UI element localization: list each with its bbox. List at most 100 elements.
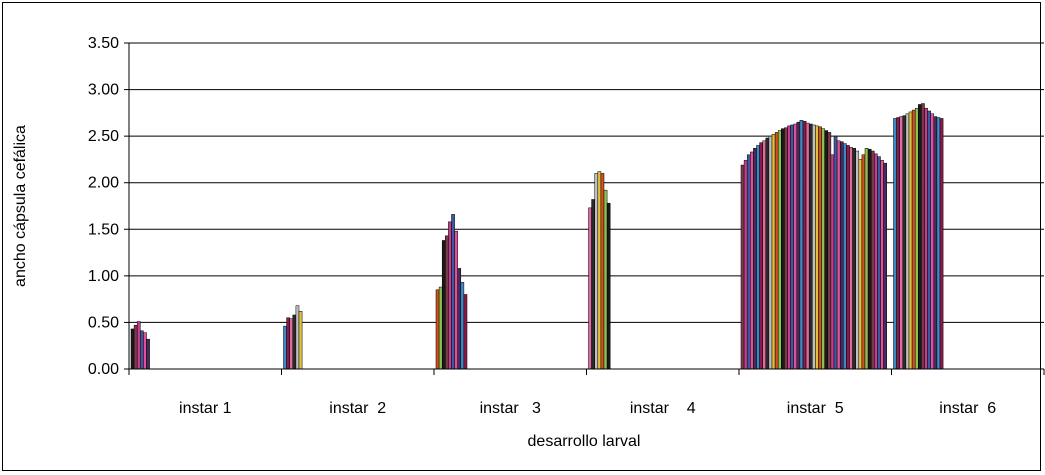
- bar: [914, 107, 919, 370]
- bar: [867, 148, 872, 370]
- x-tick-labels: instar 1 instar 2 instar 3 instar 4 instar 5…: [179, 400, 996, 417]
- bar: [289, 318, 294, 370]
- bar: [812, 124, 816, 370]
- bar: [600, 173, 605, 370]
- x-tick-label: instar 4: [630, 400, 696, 417]
- y-tick-label: 1.00: [88, 268, 119, 285]
- bar: [435, 289, 440, 370]
- y-tick-label: 2.50: [88, 128, 119, 145]
- bar: [858, 159, 863, 370]
- bar: [283, 325, 287, 370]
- bar: [908, 111, 913, 370]
- x-tick-label: instar 5: [787, 400, 844, 417]
- bar: [830, 154, 835, 370]
- axes: [124, 42, 1045, 375]
- bar: [591, 199, 595, 370]
- x-tick-label: instar 6: [939, 400, 996, 417]
- bar: [936, 117, 941, 370]
- bar: [606, 202, 611, 370]
- bar: [846, 145, 850, 370]
- bar: [933, 116, 938, 370]
- x-tick-label: instar 3: [480, 400, 541, 417]
- bar: [808, 123, 813, 370]
- bar: [874, 153, 878, 370]
- bar: [438, 286, 443, 370]
- bar: [441, 240, 446, 370]
- bar: [805, 122, 810, 370]
- bar: [133, 324, 138, 370]
- bar: [756, 145, 760, 370]
- bar: [787, 125, 791, 370]
- bar: [463, 294, 468, 370]
- bar: [799, 120, 804, 370]
- bar: [784, 127, 788, 370]
- bar: [796, 121, 801, 370]
- bar: [924, 107, 928, 370]
- bar: [883, 162, 887, 370]
- bar: [843, 143, 847, 370]
- bar: [597, 171, 602, 370]
- bar: [445, 235, 449, 370]
- bar: [781, 128, 785, 370]
- bar: [896, 117, 900, 370]
- x-axis-title: desarrollo larval: [528, 433, 641, 450]
- bar: [603, 189, 608, 370]
- bar: [821, 128, 825, 370]
- y-tick-labels: 0.00 0.50 1.00 1.50 2.00 2.50 3.00 3.50: [88, 35, 119, 378]
- bar: [905, 113, 910, 370]
- bar: [295, 305, 300, 370]
- y-tick-label: 1.50: [88, 221, 119, 238]
- bar: [298, 311, 303, 370]
- bar: [833, 135, 838, 370]
- y-tick-label: 3.50: [88, 35, 119, 52]
- bar: [836, 140, 841, 370]
- bar: [793, 123, 798, 370]
- bar: [457, 268, 462, 370]
- bar: [762, 140, 767, 370]
- y-axis-title: ancho cápsula cefálica: [12, 125, 29, 287]
- bar: [768, 135, 773, 370]
- bar: [753, 148, 757, 370]
- bar: [594, 173, 599, 370]
- bar: [286, 317, 290, 370]
- bar: [790, 124, 794, 370]
- bar: [740, 164, 745, 370]
- bar: [771, 134, 776, 370]
- bar: [877, 156, 881, 370]
- bar: [136, 321, 141, 370]
- bar: [927, 110, 931, 370]
- y-tick-label: 2.00: [88, 175, 119, 192]
- bars: [130, 103, 944, 370]
- bar: [939, 118, 944, 370]
- x-tick-label: instar 1: [179, 400, 232, 417]
- bar: [899, 116, 904, 370]
- bar: [864, 148, 869, 370]
- bar: [451, 214, 455, 370]
- bar: [746, 154, 751, 370]
- bar: [460, 282, 465, 370]
- bar: [818, 126, 822, 370]
- bar: [849, 147, 853, 370]
- bar: [918, 104, 922, 370]
- bar: [802, 120, 807, 370]
- bar: [893, 118, 897, 370]
- gridlines: [129, 42, 1044, 323]
- bar: [930, 113, 935, 370]
- bar: [448, 221, 452, 370]
- bar: [765, 137, 770, 370]
- bar: [140, 330, 144, 370]
- y-tick-label: 3.00: [88, 82, 119, 99]
- bar: [824, 130, 829, 370]
- bar: [861, 154, 866, 370]
- bar: [759, 142, 763, 370]
- bar: [839, 141, 844, 370]
- bar: [827, 132, 832, 370]
- bar: [774, 132, 779, 370]
- x-tick-label: instar 2: [329, 400, 386, 417]
- bar: [855, 150, 860, 370]
- bar: [902, 115, 907, 370]
- bar: [588, 207, 592, 370]
- y-tick-label: 0.50: [88, 314, 119, 331]
- bar: [815, 125, 819, 370]
